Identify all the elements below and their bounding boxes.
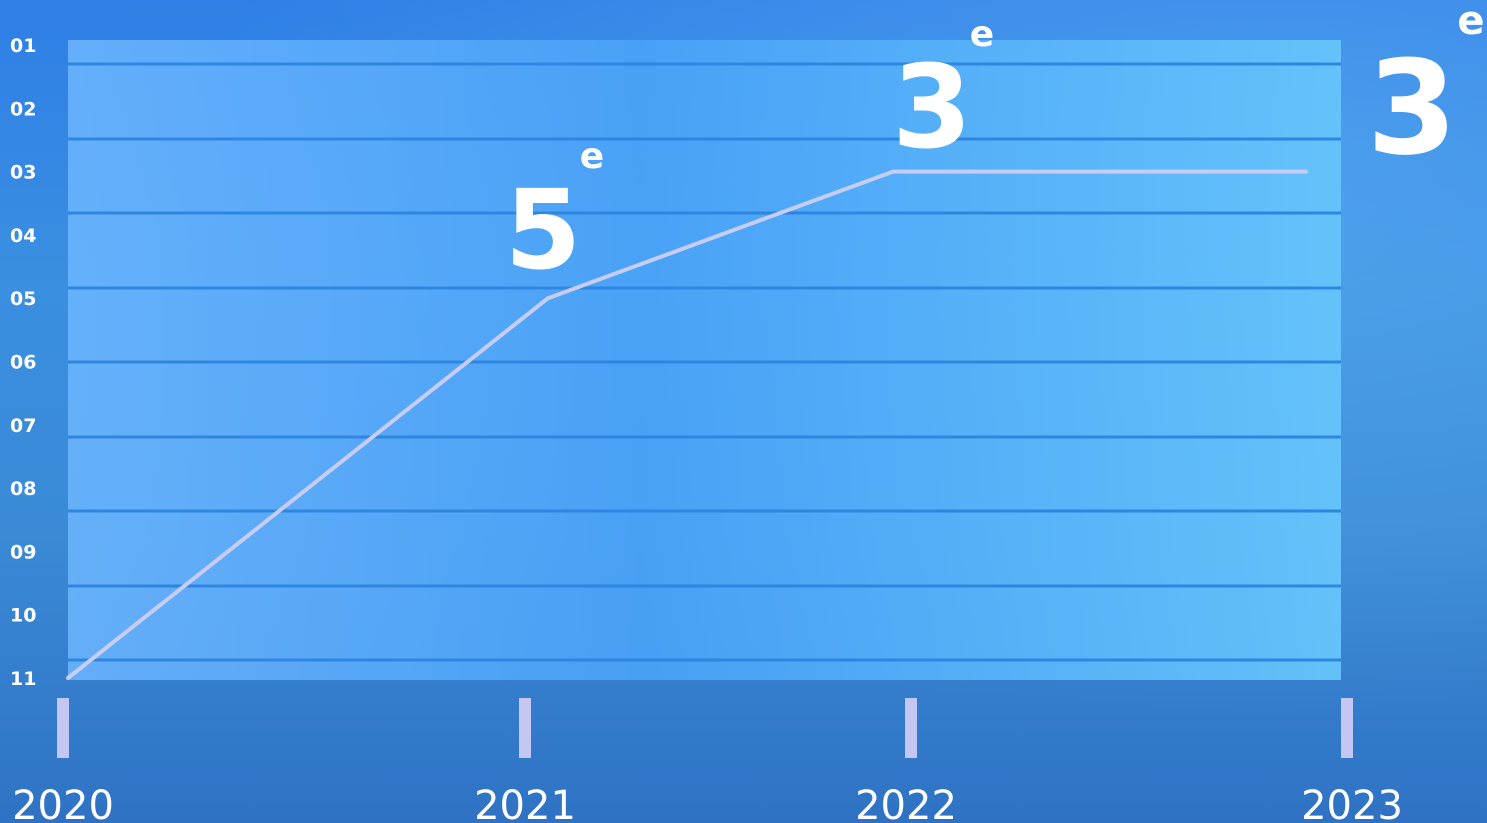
series-layer [66, 169, 1308, 680]
y-tick-label: 03 [10, 162, 36, 184]
y-tick-label: 06 [10, 352, 36, 374]
data-point [1304, 169, 1308, 174]
x-tick-label: 2023 [1301, 783, 1403, 823]
x-tick-marker [57, 698, 69, 758]
data-point [66, 676, 70, 680]
x-tick-marker [905, 698, 917, 758]
y-tick-label: 11 [10, 668, 36, 690]
x-tick-marker [1341, 698, 1353, 758]
rank-value: 3 [892, 41, 972, 175]
rank-suffix: e [970, 14, 994, 55]
y-axis-ticks: 01 02 03 04 05 06 07 08 09 10 11 [10, 35, 36, 690]
gridlines [68, 62, 1341, 662]
y-tick-label: 10 [10, 605, 36, 627]
data-point [891, 169, 895, 174]
y-tick-label: 04 [10, 225, 36, 247]
x-tick-marker [519, 698, 531, 758]
x-tick-label: 2020 [12, 783, 114, 823]
y-tick-label: 02 [10, 98, 36, 120]
x-axis-markers [57, 698, 1353, 758]
rank-suffix: e [1457, 0, 1484, 44]
x-tick-label: 2021 [474, 783, 576, 823]
rank-value: 5 [505, 166, 582, 294]
y-tick-label: 05 [10, 288, 36, 310]
rank-value: 3 [1367, 32, 1457, 184]
y-tick-label: 07 [10, 415, 36, 437]
series-line [66, 169, 1306, 680]
rank-annotations: 5e 3e 3e [505, 0, 1485, 294]
plot-area [68, 40, 1341, 680]
y-tick-label: 09 [10, 541, 36, 563]
y-tick-label: 08 [10, 478, 36, 500]
x-axis-ticks: 2020 2021 2022 2023 [12, 783, 1403, 823]
rank-suffix: e [580, 136, 604, 177]
x-tick-label: 2022 [855, 783, 957, 823]
data-point [546, 296, 550, 301]
y-tick-label: 01 [10, 35, 36, 57]
